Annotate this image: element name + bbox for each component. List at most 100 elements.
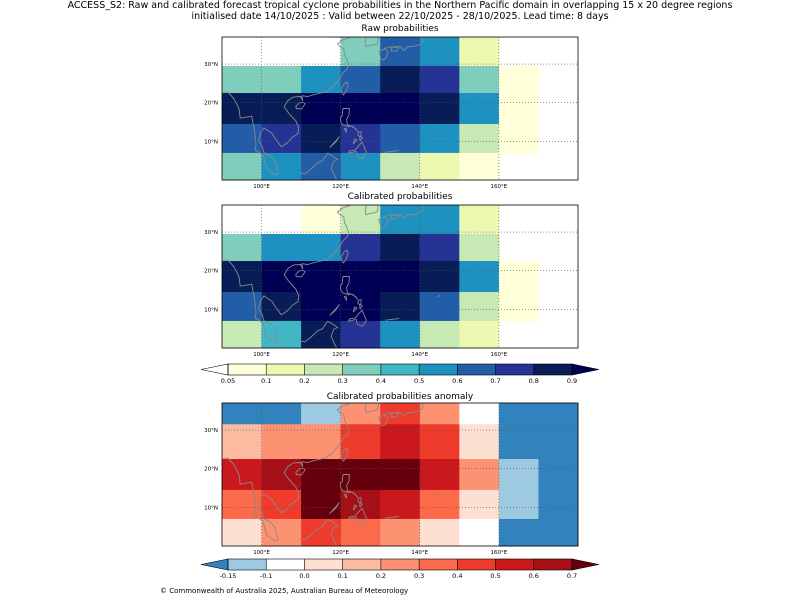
colorbar-swatch [304, 559, 343, 570]
heatmap-cell [301, 93, 342, 125]
x-tick-label: 140°E [411, 550, 428, 556]
colorbar-swatch [228, 559, 267, 570]
anomaly-coastlines [222, 403, 441, 546]
heatmap-cell [380, 93, 421, 125]
heatmap-cell [419, 205, 460, 235]
heatmap-cell [261, 261, 302, 293]
heatmap-cell [498, 291, 539, 322]
heatmap-cell [380, 403, 421, 425]
heatmap-cell [538, 424, 579, 460]
coastline [378, 216, 389, 229]
coastline [222, 205, 351, 344]
colorbar-swatch [533, 559, 573, 570]
heatmap-cell [459, 291, 500, 322]
coastline [339, 474, 359, 499]
coastline [437, 126, 441, 130]
coastline [339, 276, 359, 301]
colorbar-tick-label: 0.7 [567, 572, 577, 580]
heatmap-cell [340, 291, 381, 322]
heatmap-cell [459, 424, 500, 460]
colorbar-swatch [419, 559, 458, 570]
coastline [340, 81, 349, 96]
coastline [390, 46, 400, 52]
coastline [359, 501, 363, 508]
heatmap-cell [380, 261, 421, 293]
heatmap-cell [498, 123, 539, 154]
coastline [384, 150, 400, 153]
heatmap-cell [301, 65, 342, 94]
colorbar-tick-label: 0.1 [337, 572, 347, 580]
y-tick-label: 10°N [204, 307, 218, 313]
colorbar-tick-label: 0.7 [490, 377, 500, 385]
x-tick-label: 120°E [332, 352, 349, 358]
heatmap-cell [301, 403, 342, 425]
heatmap-cell [261, 489, 302, 520]
heatmap-cell [222, 459, 263, 491]
colorbar-swatch [266, 559, 305, 570]
y-tick-label: 30°N [204, 230, 218, 236]
heatmap-cell [261, 65, 302, 94]
heatmap-cell [340, 152, 381, 181]
colorbar-tick-label: 0.9 [567, 377, 577, 385]
heatmap-cell [261, 459, 302, 491]
heatmap-cell [380, 65, 421, 94]
heatmap-cell [380, 291, 421, 322]
coastline [359, 135, 363, 142]
heatmap-cell [459, 93, 500, 125]
heatmap-cell [419, 459, 460, 491]
colorbar-swatch [495, 364, 535, 375]
heatmap-cell [301, 459, 342, 491]
coastline [364, 37, 379, 48]
copyright-footer: © Commonwealth of Australia 2025, Austra… [160, 587, 409, 595]
heatmap-cell [538, 459, 579, 491]
coastline [340, 447, 349, 462]
heatmap-cell [340, 403, 381, 425]
heatmap-cell [340, 489, 381, 520]
heatmap-cell [419, 403, 460, 425]
coastline [378, 414, 389, 427]
coastline [340, 249, 349, 264]
y-tick-label: 10°N [204, 139, 218, 145]
heatmap-cell [419, 152, 460, 181]
figure-title-line-2: initialised date 14/10/2025 : Valid betw… [191, 11, 609, 22]
coastline [299, 152, 338, 180]
heatmap-cell [380, 424, 421, 460]
colorbar-tick-label: 0.0 [299, 572, 309, 580]
anomaly-colorbar: -0.15 -0.1 0.0 0.1 0.2 0.3 0.4 0.5 0.6 0.7 [200, 558, 600, 580]
x-tick-label: 100°E [253, 184, 270, 190]
heatmap-cell [380, 233, 421, 262]
colorbar-swatch [342, 559, 382, 570]
anomaly-panel-title: Calibrated probabilities anomaly [326, 392, 474, 402]
heatmap-cell [459, 403, 500, 425]
y-tick-label: 10°N [204, 505, 218, 511]
heatmap-cell [222, 123, 263, 154]
heatmap-cell [340, 37, 381, 67]
coastline [390, 214, 400, 220]
anomaly-colorbar-over-arrow [571, 558, 600, 571]
heatmap-cell [459, 320, 500, 349]
heatmap-cell [498, 518, 539, 547]
colorbar-tick-label: 0.8 [529, 377, 539, 385]
heatmap-cell [459, 37, 500, 67]
heatmap-cell [419, 37, 460, 67]
x-tick-label: 140°E [411, 352, 428, 358]
heatmap-cell [222, 261, 263, 293]
coastline [329, 304, 340, 316]
heatmap-cell [222, 320, 263, 349]
coastline [383, 37, 424, 51]
heatmap-cell [459, 459, 500, 491]
coastline [347, 507, 367, 525]
coastline [390, 412, 400, 418]
heatmap-cell [340, 233, 381, 262]
coastline [384, 516, 400, 519]
heatmap-cell [380, 459, 421, 491]
y-tick-label: 20°N [204, 269, 218, 275]
heatmap-cell [380, 489, 421, 520]
x-tick-label: 160°E [491, 550, 508, 556]
heatmap-cell [459, 65, 500, 94]
y-tick-label: 20°N [204, 467, 218, 473]
heatmap-cell [459, 489, 500, 520]
colorbar-tick-label: 0.5 [490, 572, 500, 580]
heatmap-cell [301, 291, 342, 322]
